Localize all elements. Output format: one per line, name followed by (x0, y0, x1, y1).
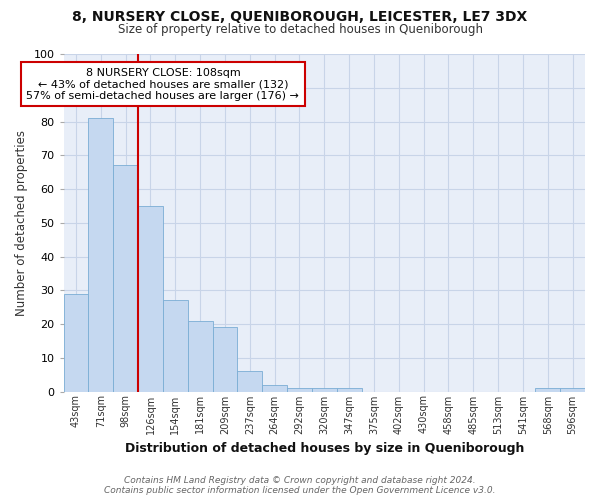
Text: 8 NURSERY CLOSE: 108sqm
← 43% of detached houses are smaller (132)
57% of semi-d: 8 NURSERY CLOSE: 108sqm ← 43% of detache… (26, 68, 299, 100)
Bar (238, 372, 262, 392)
Text: Contains HM Land Registry data © Crown copyright and database right 2024.
Contai: Contains HM Land Registry data © Crown c… (104, 476, 496, 495)
Bar (113, 166, 138, 392)
Bar (138, 206, 163, 392)
Bar (337, 388, 362, 392)
Bar (312, 388, 337, 392)
Bar (64, 294, 88, 392)
Bar (560, 388, 585, 392)
Bar (88, 118, 113, 392)
Bar (287, 388, 312, 392)
Bar (163, 300, 188, 392)
X-axis label: Distribution of detached houses by size in Queniborough: Distribution of detached houses by size … (125, 442, 524, 455)
Bar (535, 388, 560, 392)
Bar (188, 320, 212, 392)
Y-axis label: Number of detached properties: Number of detached properties (15, 130, 28, 316)
Bar (262, 385, 287, 392)
Bar (212, 328, 238, 392)
Text: Size of property relative to detached houses in Queniborough: Size of property relative to detached ho… (118, 22, 482, 36)
Text: 8, NURSERY CLOSE, QUENIBOROUGH, LEICESTER, LE7 3DX: 8, NURSERY CLOSE, QUENIBOROUGH, LEICESTE… (73, 10, 527, 24)
